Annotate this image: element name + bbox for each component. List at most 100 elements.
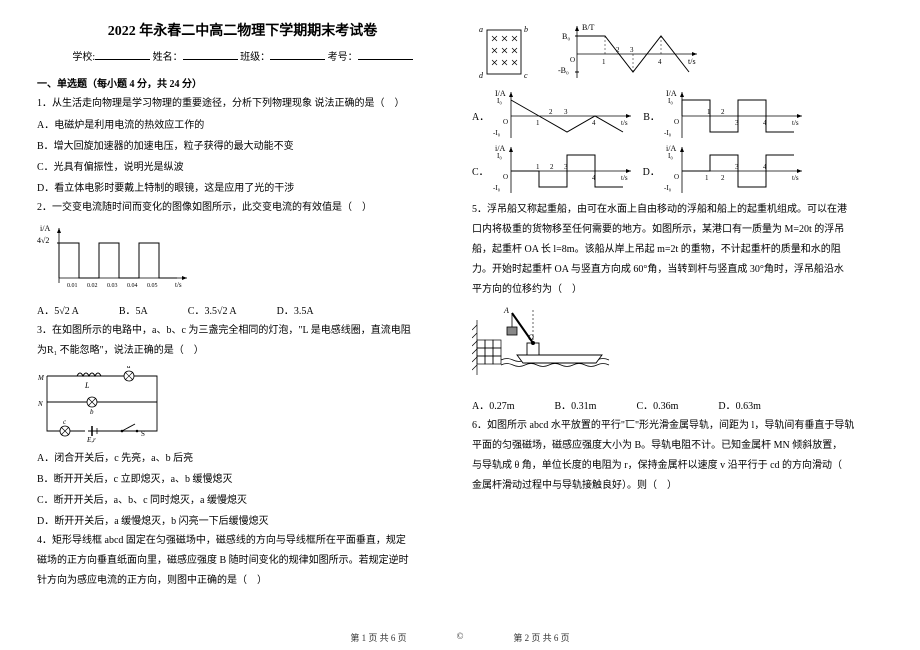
svg-text:1: 1 [707,108,711,116]
svg-text:3: 3 [630,46,634,54]
svg-text:E,r: E,r [86,436,96,444]
svg-text:0.01: 0.01 [67,283,78,289]
svg-text:-B₀: -B₀ [558,66,569,75]
svg-text:4: 4 [592,174,596,182]
svg-text:-I₀: -I₀ [664,129,672,137]
q4-opt-d: D． i/A I₀ -I₀ O 12 34 t/s [643,143,810,198]
svg-text:M: M [37,374,45,382]
svg-text:t/s: t/s [792,119,799,127]
svg-text:4: 4 [763,119,767,127]
q3-circuit: L a b c E,r S [37,366,448,444]
q3-opt-d: D．断开开关后，a 缓慢熄灭，b 闪亮一下后缓慢熄灭 [37,513,448,530]
q6-l1: 6．如图所示 abcd 水平放置的平行"匸"形光滑金属导轨，间距为 l，导轨间有… [472,417,883,434]
q1-opt-c: C．光具有偏振性，说明光是纵波 [37,159,448,176]
svg-text:I₀: I₀ [497,97,502,105]
q2-opt-a: A．5√2 A [37,302,79,317]
q1-opt-a: A．电磁炉是利用电流的热效应工作的 [37,117,448,134]
q6-l3: 与导轨成 θ 角，单位长度的电阻为 r，保持金属杆以速度 v 沿平行于 cd 的… [472,457,883,474]
svg-text:2: 2 [549,108,553,116]
q5-opt-a: A．0.27m [472,397,515,412]
svg-text:N: N [37,400,43,408]
q2-ylabel: 4√2 [37,236,49,245]
q4-top-figures: a b c d B/T B₀ -B₀ [472,22,883,84]
q4-rect-frame: a b c d [472,22,542,84]
footer-left: 第 1 页 共 6 页 [350,631,406,644]
q2-options: A．5√2 A B．5A C．3.5√2 A D．3.5A [37,302,448,317]
q5-l2: 口内将极重的货物移至任何需要的地方。如图所示，某港口有一质量为 M=20t 的浮… [472,221,883,238]
svg-text:0.03: 0.03 [107,283,118,289]
school-label: 学校: [72,52,95,63]
q4-b-graph: B/T B₀ -B₀ O 1 2 3 4 t/s [552,22,702,84]
svg-text:b: b [524,25,528,34]
q4-row2: C． i/A I₀ -I₀ O 12 34 t/s D． [472,143,883,198]
svg-text:O: O [503,173,508,181]
q2-chart: 4√2 i/A 0.01 0.02 0.03 0.04 0.05 t/s [37,223,448,295]
q3-opt-c: C．断开开关后，a、b、c 同时熄灭，a 缓慢熄灭 [37,492,448,509]
q1-opt-d: D．看立体电影时要戴上特制的眼镜，这是应用了光的干涉 [37,180,448,197]
q5-opt-c: C．0.36m [636,397,678,412]
class-label: 班级： [240,52,270,63]
svg-text:O: O [674,118,679,126]
q5-opt-b: B．0.31m [555,397,597,412]
q2-y-axis-label: i/A [40,224,50,233]
svg-text:t/s: t/s [792,174,799,182]
svg-text:-I₀: -I₀ [664,184,672,192]
svg-text:1: 1 [536,119,540,127]
svg-text:1: 1 [705,174,709,182]
svg-text:B/T: B/T [582,23,595,32]
svg-text:c: c [63,418,67,426]
svg-text:B₀: B₀ [562,32,570,41]
q5-opt-d: D．0.63m [718,397,761,412]
svg-text:4: 4 [658,58,662,66]
footer-right: 第 2 页 共 6 页 [513,631,569,644]
svg-text:S: S [141,430,145,438]
svg-text:O: O [674,173,679,181]
name-label: 姓名： [153,52,183,63]
q4-stem2: 磁场的正方向垂直纸面向里，磁感应强度 B 随时间变化的规律如图所示。若规定逆时 [37,552,448,569]
svg-text:1: 1 [602,58,606,66]
svg-text:O: O [570,56,575,64]
q2-opt-b: B．5A [119,302,148,317]
svg-text:O: O [503,118,508,126]
svg-text:2: 2 [550,163,554,171]
q4-stem1: 4．矩形导线框 abcd 固定在匀强磁场中，磁感线的方向与导线框所在平面垂直，规… [37,532,448,549]
q2-opt-d: D．3.5A [277,302,314,317]
svg-text:a: a [479,25,483,34]
q4-row1: A． I/A I₀ -I₀ O 12 34 t/s B． [472,88,883,143]
q6-l4: 金属杆滑动过程中与导轨接触良好）。则（ ） [472,477,883,494]
svg-text:3: 3 [735,119,739,127]
q5-l5: 平方向的位移约为（ ） [472,281,883,298]
svg-text:a: a [127,366,131,370]
q3-opt-b: B．断开开关后，c 立即熄灭，a、b 缓慢熄灭 [37,471,448,488]
page-footer: 第 1 页 共 6 页 © 第 2 页 共 6 页 [0,631,920,644]
svg-text:4: 4 [592,119,596,127]
q5-l3: 船，起重杆 OA 长 l=8m。该船从岸上吊起 m=2t 的重物，不计起重杆的质… [472,241,883,258]
svg-text:3: 3 [564,108,568,116]
q5-figure: O A [472,305,883,390]
svg-text:I₀: I₀ [668,152,673,160]
q4-opt-c: C． i/A I₀ -I₀ O 12 34 t/s [472,143,639,198]
svg-text:2: 2 [721,108,725,116]
svg-text:1: 1 [536,163,540,171]
q5-options: A．0.27m B．0.31m C．0.36m D．0.63m [472,397,883,412]
svg-text:2: 2 [721,174,725,182]
q1-opt-b: B．增大回旋加速器的加速电压，粒子获得的最大动能不变 [37,138,448,155]
svg-text:t/s: t/s [621,174,628,182]
section1-title: 一、单选题（每小题 4 分，共 24 分） [37,75,448,90]
svg-text:3: 3 [735,163,739,171]
svg-text:t/s: t/s [621,119,628,127]
examno-label: 考号： [328,52,358,63]
svg-text:3: 3 [564,163,568,171]
svg-text:I₀: I₀ [497,152,502,160]
q3-opt-a: A．闭合开关后，c 先亮，a、b 后亮 [37,450,448,467]
q1-stem: 1．从生活走向物理是学习物理的重要途径，分析下列物理现象 说法正确的是（ ） [37,95,448,112]
svg-text:c: c [524,71,528,80]
svg-text:-I₀: -I₀ [493,129,501,137]
svg-text:-I₀: -I₀ [493,184,501,192]
q5-l4: 力。开始时起重杆 OA 与竖直方向成 60°角，当转到杆与竖直成 30°角时，浮… [472,261,883,278]
q3-stem2: 为R₁ 不能忽略"，说法正确的是（ ） [37,342,448,359]
svg-text:t/s: t/s [688,57,696,66]
svg-text:0.05: 0.05 [147,283,158,289]
svg-text:d: d [479,71,484,80]
q4-opt-b: B． I/A I₀ -I₀ O 12 34 t/s [643,88,810,143]
